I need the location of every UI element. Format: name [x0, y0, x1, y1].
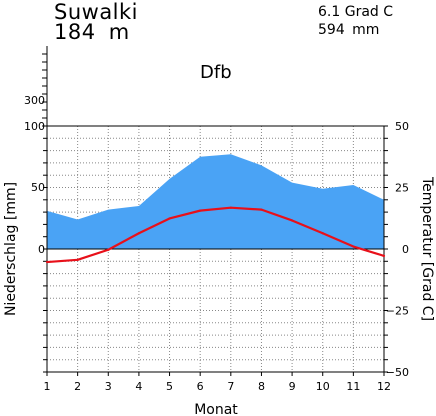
right-tick-label: −25: [386, 305, 409, 318]
temperature-point: [260, 208, 263, 211]
left-axis-label: Niederschlag [mm]: [3, 182, 19, 316]
precipitation-series: [46, 154, 385, 249]
x-axis-label: Monat: [194, 402, 238, 416]
temperature-point: [168, 217, 171, 220]
temperature-point: [137, 232, 141, 235]
temperature-point: [382, 254, 386, 257]
station-name: Suwalki: [54, 0, 139, 24]
station-elevation: 184 m: [54, 20, 130, 44]
right-tick-label: 50: [395, 120, 409, 133]
x-tick-label: 11: [346, 380, 360, 393]
temperature-point: [76, 258, 79, 261]
right-tick-label: 0: [402, 243, 409, 256]
temperature-point: [45, 260, 49, 264]
x-tick-label: 12: [377, 380, 391, 393]
x-tick-label: 5: [166, 380, 173, 393]
right-tick-label: −50: [386, 366, 409, 379]
temperature-point: [290, 219, 294, 222]
x-tick-label: 7: [227, 380, 234, 393]
left-tick-label: 0: [38, 243, 45, 256]
x-tick-label: 8: [258, 380, 265, 393]
x-tick-label: 3: [105, 380, 112, 393]
left-tick-label: 300: [24, 94, 45, 107]
right-tick-label: 25: [395, 182, 409, 195]
left-tick-label: 50: [31, 181, 45, 194]
temperature-point: [199, 209, 202, 212]
x-tick-label: 1: [44, 380, 51, 393]
x-tick-label: 6: [197, 380, 204, 393]
annual-precipitation: 594 mm: [318, 22, 380, 38]
axes: [42, 46, 388, 376]
left-tick-label: 100: [24, 120, 45, 133]
right-axis-label: Temperatur [Grad C]: [419, 176, 435, 321]
climate-classification: Dfb: [200, 62, 232, 83]
temperature-point: [107, 248, 110, 251]
x-tick-label: 4: [135, 380, 142, 393]
x-tick-label: 2: [74, 380, 81, 393]
precipitation-area: [47, 154, 384, 249]
temperature-line: [46, 206, 385, 264]
temperature-series: [45, 206, 386, 264]
annual-mean-temperature: 6.1 Grad C: [318, 4, 394, 20]
temperature-point: [229, 206, 232, 209]
x-tick-label: 9: [289, 380, 296, 393]
temperature-point: [352, 245, 355, 248]
x-tick-label: 10: [316, 380, 330, 393]
temperature-point: [321, 232, 324, 235]
